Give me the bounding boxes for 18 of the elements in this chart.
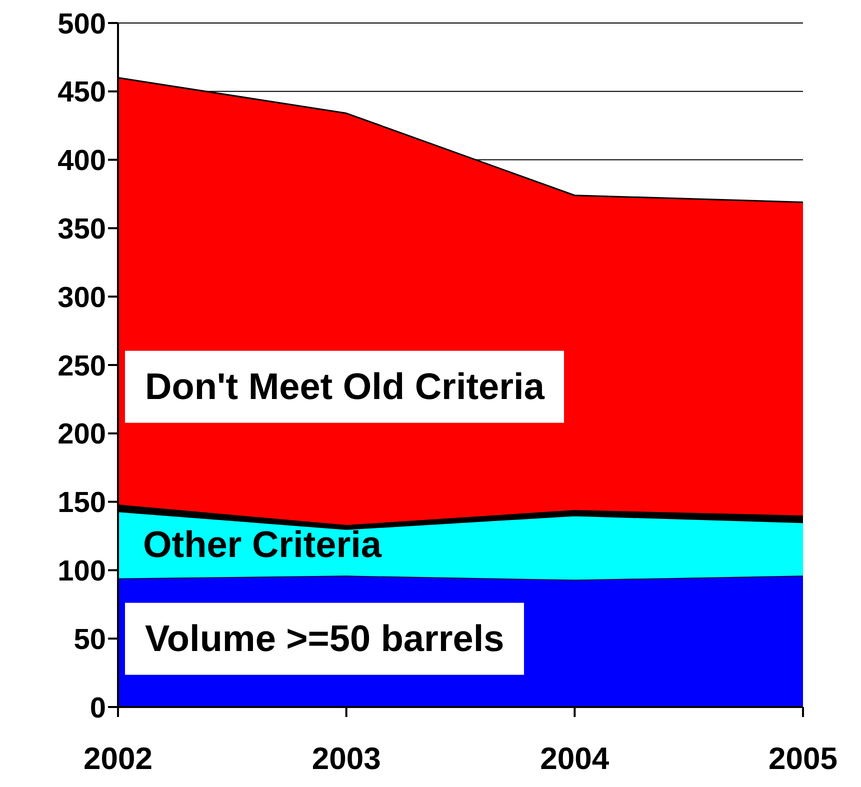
- x-tick-label: 2005: [768, 741, 838, 776]
- y-tick-label: 250: [58, 350, 106, 382]
- series-label: Other Criteria: [143, 522, 382, 567]
- series-label: Don't Meet Old Criteria: [125, 350, 564, 424]
- y-tick-label: 150: [58, 487, 106, 520]
- y-tick-label: 350: [58, 213, 106, 246]
- x-tick-label: 2003: [312, 741, 381, 776]
- y-tick-label: 400: [58, 145, 106, 178]
- y-tick-label: 200: [58, 418, 106, 451]
- x-tick-label: 2004: [540, 741, 610, 776]
- y-tick-label: 100: [58, 555, 106, 588]
- x-tick-label: 2002: [84, 741, 152, 776]
- y-tick-label: 50: [74, 624, 106, 656]
- y-tick-label: 300: [58, 282, 106, 314]
- y-tick-label: 500: [58, 8, 106, 40]
- series-label: Volume >=50 barrels: [125, 602, 524, 675]
- y-tick-label: 0: [90, 692, 106, 724]
- y-tick-label: 450: [58, 76, 106, 109]
